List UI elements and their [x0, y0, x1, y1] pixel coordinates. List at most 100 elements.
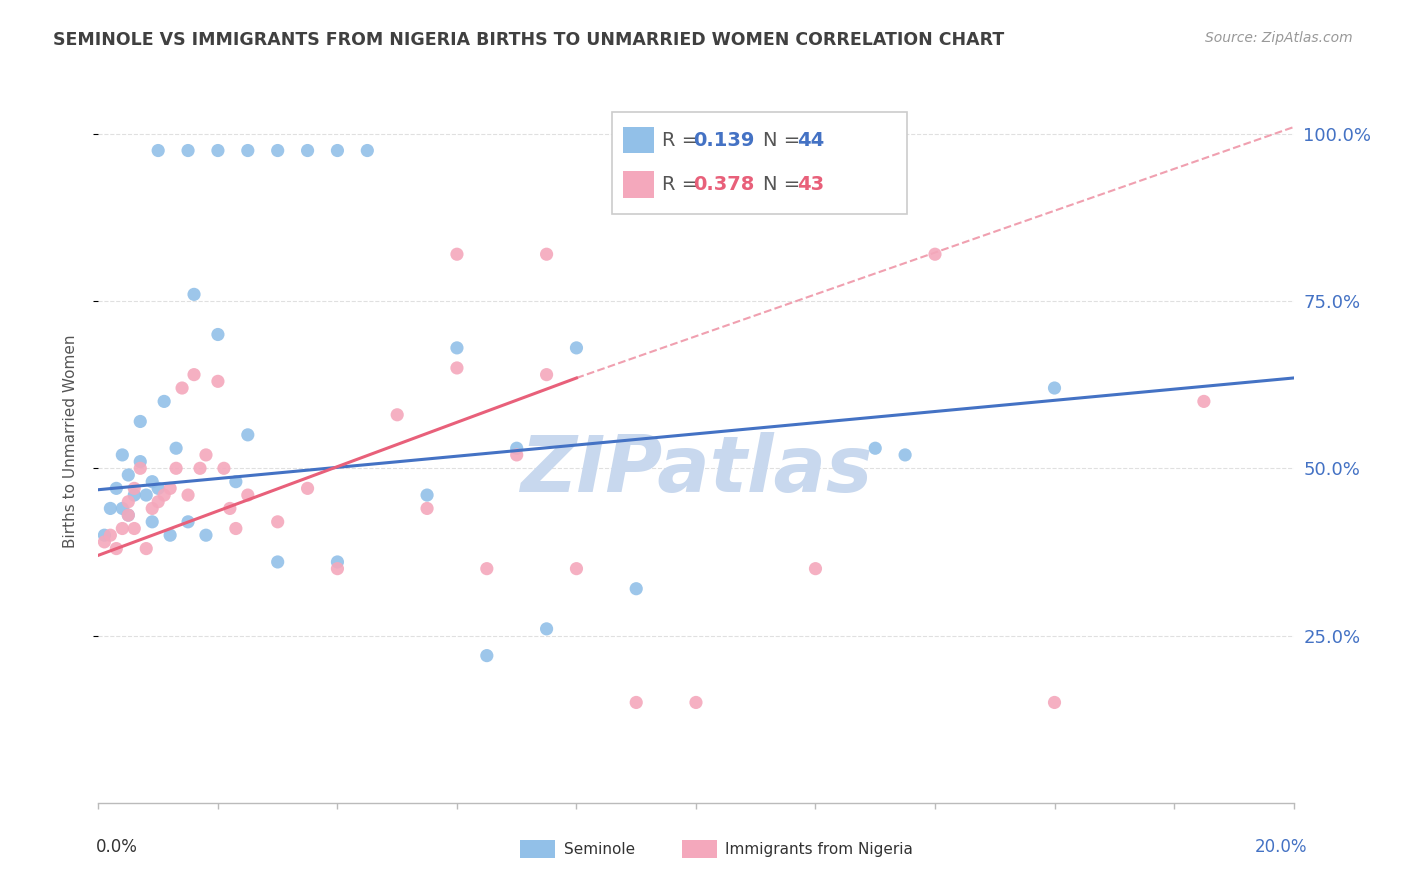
- Point: [536, 247, 558, 261]
- Point: [195, 448, 218, 462]
- Point: [326, 562, 349, 576]
- Point: [183, 287, 205, 301]
- Point: [153, 488, 176, 502]
- Point: [416, 501, 439, 516]
- Point: [183, 368, 205, 382]
- Text: SEMINOLE VS IMMIGRANTS FROM NIGERIA BIRTHS TO UNMARRIED WOMEN CORRELATION CHART: SEMINOLE VS IMMIGRANTS FROM NIGERIA BIRT…: [53, 31, 1005, 49]
- Point: [212, 461, 235, 475]
- Point: [385, 408, 409, 422]
- Point: [267, 555, 290, 569]
- Point: [326, 555, 349, 569]
- Point: [111, 521, 134, 535]
- Point: [297, 144, 319, 158]
- Point: [475, 562, 498, 576]
- Point: [117, 508, 139, 523]
- Point: [1192, 394, 1215, 409]
- Point: [446, 361, 468, 376]
- Point: [894, 448, 917, 462]
- Point: [98, 528, 122, 542]
- Point: [207, 327, 229, 342]
- Point: [326, 144, 349, 158]
- Point: [177, 515, 200, 529]
- Point: [236, 144, 259, 158]
- Point: [135, 488, 157, 502]
- Point: [165, 461, 187, 475]
- Point: [565, 341, 588, 355]
- Point: [225, 475, 247, 489]
- Point: [416, 488, 439, 502]
- Point: [111, 448, 134, 462]
- Point: [565, 562, 588, 576]
- Point: [124, 482, 146, 496]
- Point: [105, 541, 128, 556]
- Point: [506, 442, 529, 455]
- Point: [148, 482, 170, 496]
- Point: [225, 521, 247, 535]
- Point: [685, 147, 707, 161]
- Point: [105, 482, 128, 496]
- Point: [141, 515, 163, 529]
- Point: [536, 622, 558, 636]
- Point: [124, 488, 146, 502]
- Point: [685, 696, 707, 710]
- Point: [195, 528, 218, 542]
- Point: [129, 461, 152, 475]
- Point: [356, 144, 378, 158]
- Point: [177, 488, 200, 502]
- Point: [267, 515, 290, 529]
- Text: Seminole: Seminole: [564, 842, 636, 856]
- Text: ZIPatlas: ZIPatlas: [520, 433, 872, 508]
- Point: [117, 467, 139, 482]
- Point: [804, 562, 827, 576]
- Point: [865, 442, 887, 455]
- Point: [159, 482, 181, 496]
- Text: Immigrants from Nigeria: Immigrants from Nigeria: [725, 842, 914, 856]
- Text: 43: 43: [797, 175, 824, 194]
- Y-axis label: Births to Unmarried Women: Births to Unmarried Women: [63, 334, 77, 549]
- Point: [165, 442, 187, 455]
- Point: [1043, 381, 1066, 395]
- Point: [506, 448, 529, 462]
- Text: 44: 44: [797, 130, 824, 150]
- Text: R =: R =: [662, 130, 704, 150]
- Point: [219, 501, 242, 516]
- Text: 0.139: 0.139: [693, 130, 755, 150]
- Point: [207, 375, 229, 389]
- Point: [153, 394, 176, 409]
- Text: N =: N =: [763, 175, 807, 194]
- Point: [446, 341, 468, 355]
- Text: 20.0%: 20.0%: [1256, 838, 1308, 856]
- Point: [129, 455, 152, 469]
- Point: [1043, 696, 1066, 710]
- Point: [207, 144, 229, 158]
- Point: [117, 508, 139, 523]
- Point: [188, 461, 211, 475]
- Point: [98, 501, 122, 516]
- Point: [148, 144, 170, 158]
- Point: [626, 696, 648, 710]
- Point: [924, 247, 946, 261]
- Point: [446, 247, 468, 261]
- Point: [129, 414, 152, 429]
- Point: [135, 541, 157, 556]
- Point: [93, 528, 115, 542]
- Point: [626, 582, 648, 596]
- Point: [117, 494, 139, 508]
- Text: Source: ZipAtlas.com: Source: ZipAtlas.com: [1205, 31, 1353, 45]
- Point: [93, 534, 115, 549]
- Point: [267, 144, 290, 158]
- Point: [141, 501, 163, 516]
- Text: R =: R =: [662, 175, 704, 194]
- Point: [148, 494, 170, 508]
- Text: 0.0%: 0.0%: [96, 838, 138, 856]
- Point: [124, 521, 146, 535]
- Point: [172, 381, 194, 395]
- Text: 0.378: 0.378: [693, 175, 755, 194]
- Point: [236, 488, 259, 502]
- Point: [141, 475, 163, 489]
- Point: [159, 528, 181, 542]
- Point: [236, 427, 259, 442]
- Text: N =: N =: [763, 130, 807, 150]
- Point: [177, 144, 200, 158]
- Point: [536, 368, 558, 382]
